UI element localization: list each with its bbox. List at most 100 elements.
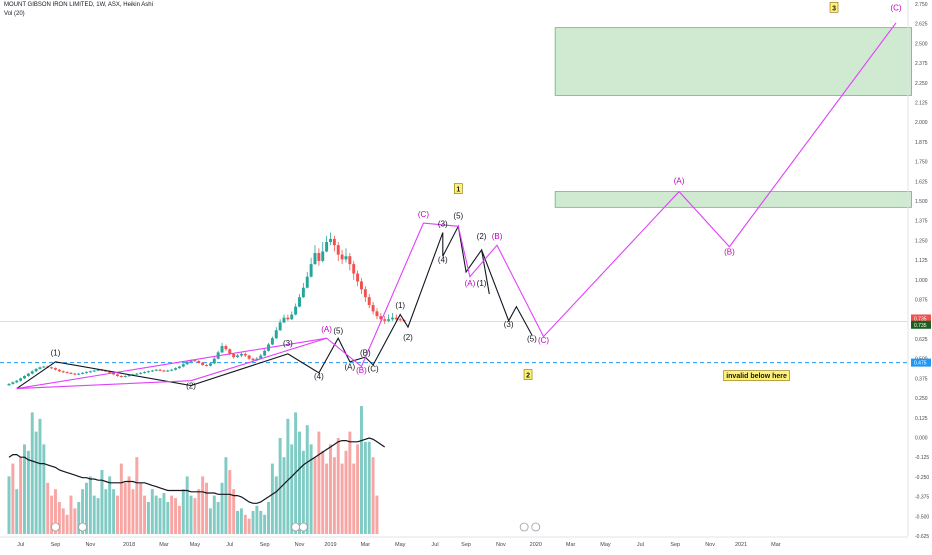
candle (7, 383, 11, 386)
volume-bar (325, 463, 329, 534)
candle-body (224, 346, 228, 350)
wave-label: (2) (403, 333, 413, 342)
event-marker-icon (519, 522, 529, 532)
candle-body (278, 322, 282, 331)
elliott-wave-line (481, 249, 533, 336)
candle (363, 286, 367, 302)
candle-body (212, 358, 216, 364)
volume-bar (263, 514, 267, 534)
candle-body (356, 273, 360, 282)
candle (57, 368, 61, 373)
volume-bar (77, 502, 81, 534)
wave-label: (A) (674, 177, 685, 186)
candle (84, 371, 88, 374)
volume-bar (270, 463, 274, 534)
volume-bar (290, 444, 294, 534)
candle-body (255, 358, 259, 361)
volume-bar (239, 508, 243, 534)
candle (286, 314, 290, 321)
candle (92, 369, 96, 373)
volume-indicator-label: Vol (20) (4, 11, 25, 17)
candle-body (119, 376, 123, 378)
volume-bar (69, 495, 73, 534)
volume-bar (46, 482, 50, 534)
candle-body (185, 361, 189, 365)
candle (232, 353, 236, 359)
candle-body (301, 287, 305, 298)
price-badge-bg (911, 314, 931, 323)
candle (69, 372, 73, 375)
volume-bar (50, 495, 54, 534)
volume-bar (317, 431, 321, 534)
y-tick-label: 2.625 (915, 22, 928, 28)
y-tick-label: -0.250 (915, 475, 929, 481)
volume-bar (208, 508, 212, 534)
candle-body (317, 253, 321, 261)
wave-label: (C) (890, 3, 901, 12)
candle-body (181, 364, 185, 367)
volume-bar (65, 514, 69, 534)
candle-body (379, 316, 383, 320)
candle-body (201, 362, 205, 365)
candle-body (135, 373, 139, 375)
candle (398, 317, 402, 322)
candle (317, 248, 321, 266)
y-tick-label: 0.625 (915, 337, 928, 343)
y-tick-label: 2.375 (915, 61, 928, 67)
wave-label: (3) (504, 320, 514, 329)
candle-body (251, 358, 255, 361)
volume-bar (181, 489, 185, 534)
price-badge-bg (911, 358, 931, 367)
volume-bar (162, 493, 166, 534)
candle-body (23, 376, 26, 379)
x-tick-label: May (190, 542, 201, 548)
candle-body (228, 349, 232, 354)
candle-body (270, 338, 274, 345)
volume-bar (197, 489, 201, 534)
candle-body (321, 251, 325, 261)
candle-body (166, 370, 170, 372)
volume-bar (255, 505, 259, 534)
candle-body (7, 383, 11, 386)
candle-body (329, 238, 332, 243)
volume-bar (356, 444, 360, 534)
candle-body (108, 371, 112, 373)
candle-body (294, 306, 298, 315)
volume-bar (127, 476, 131, 534)
candle (274, 327, 278, 339)
candle (290, 311, 294, 321)
wave-label: (C) (538, 336, 549, 345)
candle-body (263, 350, 267, 356)
x-tick-label: 2019 (324, 542, 336, 548)
volume-bar (340, 463, 344, 534)
volume-bar (278, 438, 282, 534)
candle (301, 283, 305, 298)
y-tick-label: 1.750 (915, 160, 928, 166)
x-axis: Jul Sep Nov 2018 Mar May Jul Sep Nov 2019 Mar May Ju… (0, 536, 908, 548)
wave-paths (16, 22, 897, 390)
candle (139, 372, 143, 375)
volume-bar (112, 489, 116, 534)
volume-bar (313, 457, 317, 534)
candle-body (259, 355, 263, 359)
candle (325, 235, 329, 253)
candle (387, 314, 391, 323)
candle (11, 381, 15, 385)
candle (313, 245, 317, 265)
volume-bar (216, 502, 220, 534)
candle-body (143, 372, 147, 374)
x-tick-label: Sep (670, 542, 680, 548)
candle-body (398, 319, 402, 321)
candle (247, 354, 251, 361)
volume-bar (104, 489, 108, 534)
x-tick-label: Sep (51, 542, 61, 548)
candle (73, 372, 77, 376)
candle (38, 366, 42, 370)
wave-degree-box (523, 369, 533, 380)
price-badge-label: 0.735 (914, 323, 927, 329)
candle (177, 365, 181, 369)
volume-bar (367, 441, 371, 534)
candle (356, 270, 360, 287)
